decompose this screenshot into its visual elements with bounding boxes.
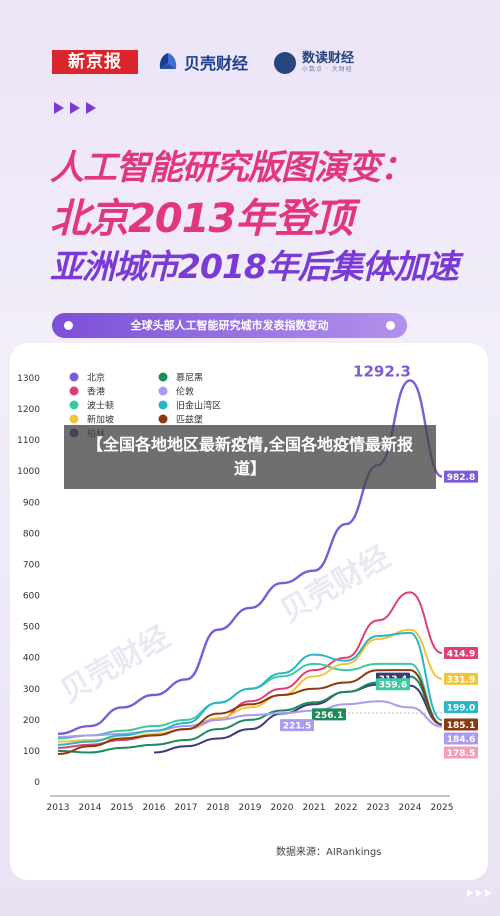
x-tick-label: 2017 [175,803,198,813]
legend-label: 伦敦 [176,386,194,398]
y-tick-label: 200 [23,716,40,726]
x-tick-label: 2014 [79,803,102,813]
annotation-label: 256.1 [315,711,343,721]
y-tick-label: 700 [23,560,40,570]
legend-label: 慕尼黑 [176,372,203,384]
legend-marker [158,386,168,396]
annotation-box [444,701,478,714]
annotation-label: 184.6 [447,735,475,745]
y-tick-label: 100 [23,747,40,757]
series-line-1 [57,591,443,749]
x-tick-label: 2015 [111,803,134,813]
x-tick-label: 2021 [303,803,326,813]
legend-marker [69,414,79,424]
y-tick-label: 1200 [17,405,40,415]
x-tick-label: 2023 [367,803,390,813]
series-line-8 [57,669,443,756]
x-tick-label: 2024 [399,803,422,813]
shudu-logo: 数读财经 小数点 · 大财经 [274,48,354,78]
annotation-peak: 1292.3 [353,362,411,380]
x-tick-label: 2013 [47,803,70,813]
beike-logo: 贝壳财经 [156,50,248,74]
headline-line1: 人工智能研究版图演变： [50,148,414,188]
y-tick-label: 400 [23,654,40,664]
chart-card: 贝壳财经 贝壳财经 0 100 200 300 400 500 600 700 800 900 1000… [10,343,488,880]
x-tick-label: 2019 [239,803,262,813]
chart-subtitle: 全球头部人工智能研究城市发表指数变动 [130,319,329,332]
logo-row: 新京报 贝壳财经 数读财经 小数点 · 大财经 [52,48,452,80]
legend-label: 波士顿 [87,400,114,412]
legend-label: 新加坡 [87,414,114,426]
annotation-label: 199.0 [447,704,475,714]
source-label: 数据来源：AIRankings [276,845,381,858]
x-tick-label: 2022 [335,803,358,813]
legend-marker [158,372,168,382]
annotation-label: 221.5 [283,722,311,732]
headline-line3: 亚洲城市2018年后集体加速 [50,247,459,286]
annotation-box [376,678,410,691]
subtitle-dot-left-icon [64,321,73,330]
legend-label: 香港 [87,386,105,398]
y-tick-label: 1100 [17,436,40,446]
legend-marker [69,372,79,382]
watermark-1: 贝壳财经 [275,540,396,630]
y-tick-label: 0 [34,778,40,788]
annotation-box [312,708,346,721]
annotation-box [444,718,478,731]
legend-marker [158,414,168,424]
y-tick-label: 1000 [17,467,40,477]
y-tick-label: 300 [23,685,40,695]
annotation-box [444,672,478,685]
annotation-box [444,647,478,660]
series-line-6 [57,700,443,738]
beike-mark-icon [156,51,180,73]
x-tick-label: 2020 [271,803,294,813]
xinjingbao-logo: 新京报 [52,50,138,74]
annotation-label: 414.9 [447,650,475,660]
annotation-label: 185.1 [447,721,475,731]
legend-label: 北京 [87,372,105,384]
watermark-0: 贝壳财经 [55,620,176,710]
footer-arrow-icon [467,889,491,897]
y-tick-label: 1300 [17,374,40,384]
shudu-logo-text: 数读财经 [302,51,355,66]
legend-label: 匹兹堡 [176,414,203,426]
annotation-label: 982.8 [447,473,475,483]
legend-marker [69,400,79,410]
legend-marker [69,386,79,396]
chart-subtitle-bar: 全球头部人工智能研究城市发表指数变动 [52,313,407,338]
annotation-box [280,719,314,732]
shudu-mark-icon [274,52,296,74]
x-tick-label: 2016 [143,803,166,813]
series-line-7 [57,631,443,746]
annotation-box [444,746,478,759]
headline-line2: 北京2013年登顶 [50,196,353,242]
shudu-logo-sub: 小数点 · 大财经 [302,66,353,73]
legend-marker [158,400,168,410]
y-tick-label: 900 [23,498,40,508]
overlay-title: 【全国各地地区最新疫情,全国各地疫情最新报道】 [64,425,436,489]
subtitle-dot-right-icon [386,321,395,330]
y-tick-label: 800 [23,529,40,539]
triple-arrow-icon [54,102,96,114]
annotation-box [444,732,478,745]
x-tick-label: 2018 [207,803,230,813]
annotation-label: 178.5 [447,749,475,759]
beike-logo-text: 贝壳财经 [184,54,249,73]
annotation-box [444,470,478,483]
x-tick-label: 2025 [431,803,454,813]
line-chart: 贝壳财经贝壳财经01002003004005006007008009001000… [17,362,478,858]
y-tick-label: 600 [23,592,40,602]
y-tick-label: 500 [23,623,40,633]
legend-label: 旧金山湾区 [176,400,221,412]
annotation-label: 359.6 [379,681,407,691]
annotation-label: 331.9 [447,675,475,685]
